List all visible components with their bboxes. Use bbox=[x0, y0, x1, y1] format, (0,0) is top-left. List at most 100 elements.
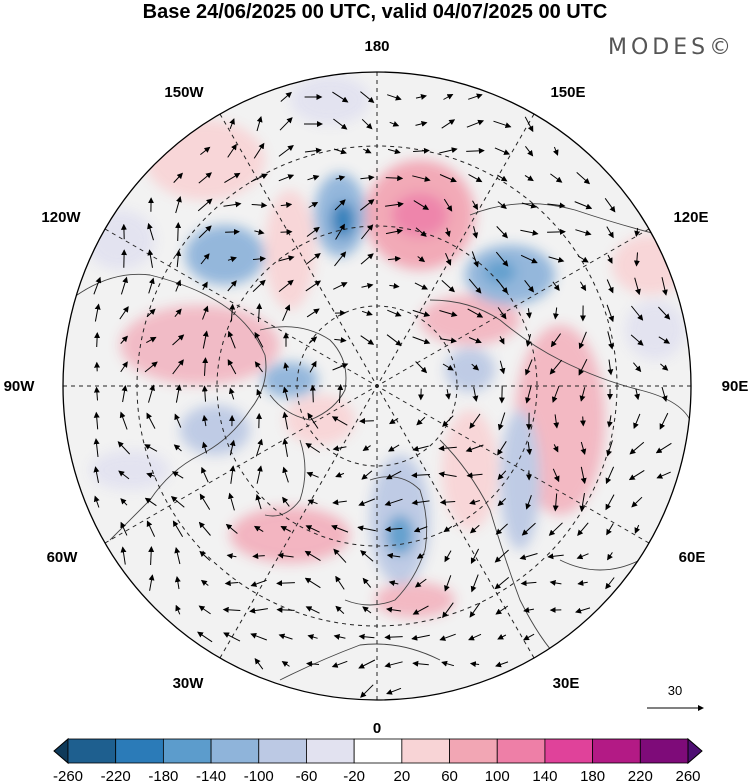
wind-vector bbox=[255, 493, 262, 510]
wind-vector bbox=[360, 684, 374, 698]
wind-vector bbox=[549, 359, 563, 375]
wind-vector bbox=[305, 252, 321, 265]
wind-vector bbox=[304, 577, 321, 589]
wind-vector bbox=[282, 386, 289, 401]
wind-vector bbox=[472, 226, 479, 239]
wind-vector bbox=[444, 227, 451, 238]
wind-vector bbox=[227, 143, 237, 158]
wind-vector bbox=[197, 631, 213, 643]
wind-vector bbox=[605, 577, 615, 590]
wind-vector bbox=[119, 411, 128, 430]
wind-vector bbox=[661, 386, 668, 402]
wind-vector bbox=[174, 413, 182, 428]
colorbar-swatch bbox=[210, 738, 260, 764]
wind-vector bbox=[120, 498, 128, 506]
wind-vector bbox=[413, 200, 430, 210]
wind-vector bbox=[445, 253, 452, 266]
wind-vector bbox=[523, 607, 534, 613]
wind-vector bbox=[605, 494, 615, 511]
wind-vector bbox=[332, 445, 347, 452]
wind-vector bbox=[579, 416, 586, 427]
wind-vector bbox=[412, 445, 429, 452]
wind-vector bbox=[200, 146, 211, 155]
wind-vector bbox=[469, 602, 481, 618]
colorbar-tick-label: 140 bbox=[532, 768, 557, 783]
wind-vector bbox=[254, 361, 264, 373]
wind-vector bbox=[309, 360, 317, 373]
wind-vector bbox=[306, 308, 320, 318]
colorbar-tick-label: -100 bbox=[244, 768, 274, 783]
wind-vector bbox=[197, 198, 213, 212]
wind-vector bbox=[119, 306, 129, 320]
wind-vector bbox=[198, 225, 212, 239]
wind-vector bbox=[337, 384, 344, 404]
colorbar-tick-label: -260 bbox=[53, 768, 83, 783]
wind-vector bbox=[495, 251, 509, 267]
wind-vector bbox=[576, 172, 591, 185]
wind-vector bbox=[386, 687, 402, 695]
wind-vector bbox=[361, 310, 373, 316]
wind-vector bbox=[250, 579, 267, 587]
wind-vector bbox=[175, 384, 182, 403]
colorbar-tick-label: -220 bbox=[101, 768, 131, 783]
wind-vector bbox=[172, 334, 185, 346]
colorbar-tick-label: 60 bbox=[441, 768, 458, 783]
wind-vector bbox=[551, 385, 560, 403]
wind-vector bbox=[438, 445, 457, 452]
wind-vector bbox=[578, 331, 587, 350]
lon-label-90e: 90E bbox=[722, 378, 749, 395]
wind-vector bbox=[147, 222, 154, 241]
wind-vector bbox=[579, 493, 586, 512]
wind-vector bbox=[331, 524, 349, 533]
wind-vector bbox=[174, 308, 182, 318]
wind-vector bbox=[413, 147, 430, 154]
wind-vector bbox=[389, 121, 400, 127]
colorbar-tick-label: -60 bbox=[296, 768, 318, 783]
colorbar-swatch bbox=[258, 738, 307, 764]
wind-vector bbox=[118, 470, 130, 480]
wind-vector bbox=[547, 228, 566, 235]
wind-vector bbox=[280, 201, 293, 208]
wind-vector bbox=[520, 254, 538, 264]
wind-vector bbox=[387, 148, 401, 155]
wind-vector bbox=[471, 251, 479, 268]
wind-vector bbox=[255, 438, 263, 457]
wind-vector bbox=[335, 175, 346, 182]
wind-vector bbox=[525, 145, 534, 157]
wind-vector bbox=[202, 305, 209, 320]
wind-vector bbox=[580, 441, 587, 455]
wind-vector bbox=[333, 148, 347, 155]
wind-vector bbox=[307, 634, 318, 640]
wind-vector bbox=[524, 116, 534, 133]
wind-vector bbox=[357, 525, 376, 532]
wind-vector bbox=[552, 444, 559, 453]
wind-vector bbox=[416, 416, 426, 426]
wind-vector bbox=[256, 465, 263, 484]
wind-vector bbox=[308, 201, 319, 208]
wind-vector bbox=[443, 525, 453, 533]
wind-vector bbox=[146, 412, 156, 429]
wind-vector bbox=[253, 525, 264, 533]
wind-vector bbox=[282, 496, 290, 507]
wind-vector bbox=[385, 201, 404, 208]
wind-vector bbox=[333, 282, 348, 290]
wind-vector bbox=[633, 362, 642, 373]
wind-vector bbox=[386, 552, 401, 559]
wind-vector bbox=[333, 118, 348, 130]
meridians bbox=[63, 72, 691, 700]
wind-vector bbox=[634, 524, 641, 534]
wind-vector bbox=[172, 359, 184, 375]
wind-vector bbox=[384, 661, 403, 668]
wind-vector bbox=[525, 359, 533, 376]
wind-vector bbox=[202, 330, 209, 349]
wind-vector bbox=[331, 416, 348, 426]
wind-vector bbox=[416, 552, 425, 559]
wind-vector bbox=[201, 466, 209, 483]
lon-label-60e: 60E bbox=[679, 549, 706, 566]
colorbar-swatch bbox=[496, 738, 546, 764]
wind-vector bbox=[201, 441, 208, 454]
wind-vector bbox=[579, 387, 586, 402]
wind-vector bbox=[659, 412, 669, 430]
wind-vector bbox=[227, 359, 237, 375]
wind-vector bbox=[629, 441, 645, 455]
